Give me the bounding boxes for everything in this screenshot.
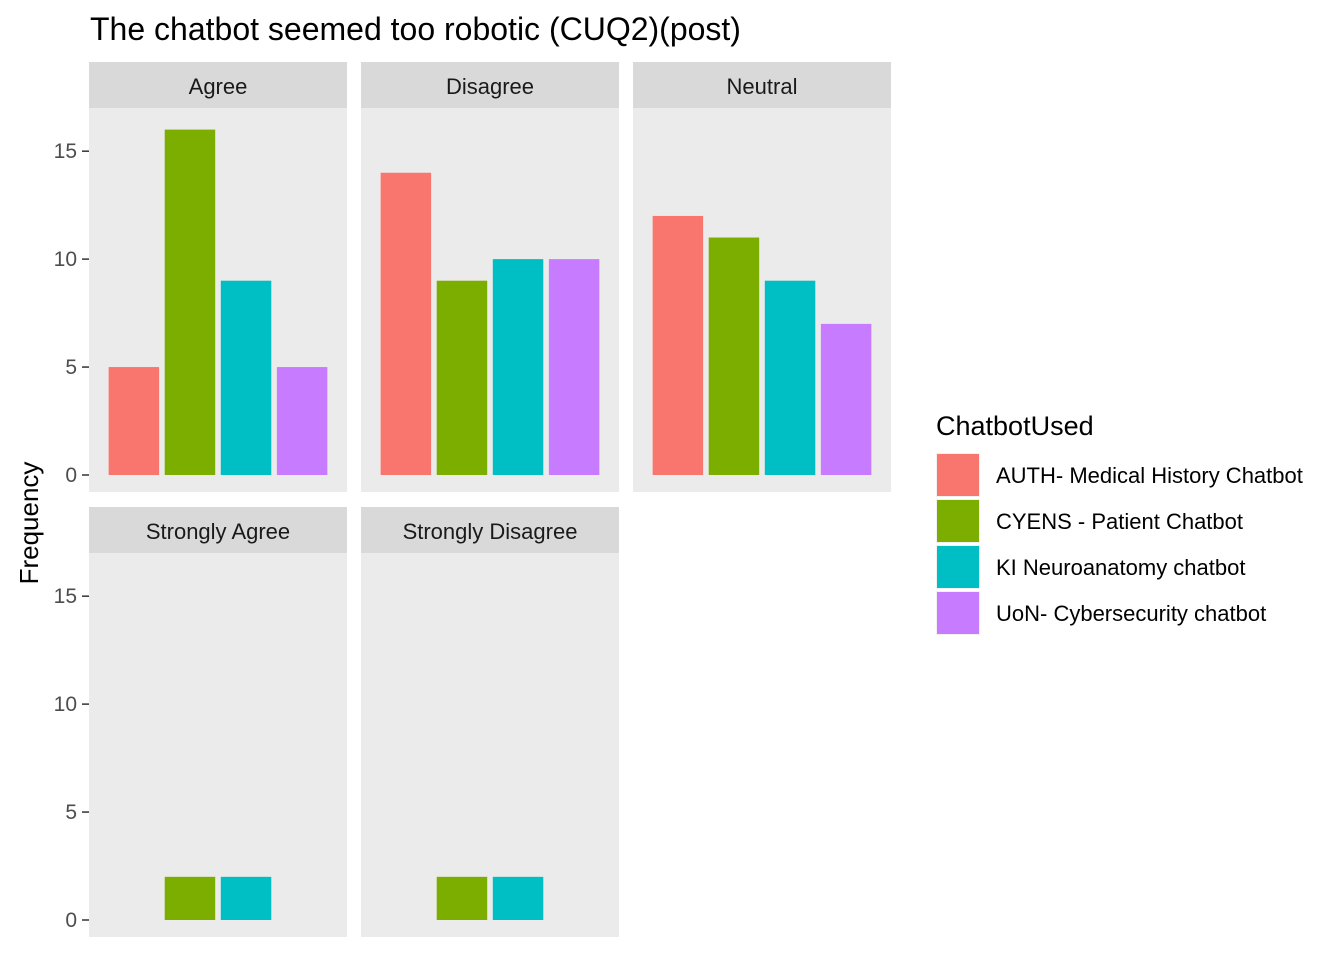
- y-tick-label: 5: [65, 356, 77, 379]
- y-tick-label: 0: [65, 464, 77, 487]
- legend-label: KI Neuroanatomy chatbot: [996, 555, 1245, 580]
- facet-panel-neutral: Neutral: [633, 62, 891, 492]
- bar-strongly-agree-series-3: [220, 876, 272, 920]
- strip-background: [89, 62, 347, 108]
- strip-label: Agree: [189, 74, 248, 99]
- bar-neutral-series-2: [708, 237, 760, 475]
- bar-neutral-series-1: [652, 215, 704, 476]
- bar-strongly-agree-series-2: [164, 876, 216, 920]
- y-tick-label: 10: [54, 248, 77, 271]
- bar-neutral-series-3: [764, 280, 816, 475]
- bar-agree-series-1: [108, 367, 160, 475]
- bar-agree-series-2: [164, 129, 216, 475]
- strip-background: [89, 507, 347, 553]
- legend-swatch: [937, 454, 979, 496]
- bar-disagree-series-4: [548, 259, 600, 475]
- bar-agree-series-4: [276, 367, 328, 475]
- legend-swatch: [937, 592, 979, 634]
- bar-neutral-series-4: [820, 323, 872, 475]
- facet-panel-strongly-agree: Strongly Agree 0 5 10 15: [54, 507, 347, 937]
- strip-background: [361, 507, 619, 553]
- strip-background: [361, 62, 619, 108]
- bar-disagree-series-3: [492, 259, 544, 475]
- facet-panels: Agree 0 5 10 15 Disagree Neutral Strongly Agree…: [54, 62, 891, 937]
- legend-label: CYENS - Patient Chatbot: [996, 509, 1243, 534]
- bar-strongly-disagree-series-2: [436, 876, 488, 920]
- y-tick-label: 15: [54, 585, 77, 608]
- panel-background: [89, 553, 347, 937]
- y-tick-label: 5: [65, 801, 77, 824]
- legend-items: AUTH- Medical History Chatbot CYENS - Pat…: [936, 453, 1303, 635]
- y-tick-label: 0: [65, 909, 77, 932]
- bar-strongly-disagree-series-3: [492, 876, 544, 920]
- legend: ChatbotUsed AUTH- Medical History Chatbo…: [936, 411, 1303, 635]
- legend-item-ki-neuroanatomy-chatbot: KI Neuroanatomy chatbot: [936, 545, 1245, 589]
- strip-background: [633, 62, 891, 108]
- chart-title: The chatbot seemed too robotic (CUQ2)(po…: [90, 11, 741, 47]
- strip-label: Strongly Agree: [146, 519, 290, 544]
- legend-item-cyens-patient-chatbot: CYENS - Patient Chatbot: [936, 499, 1243, 543]
- legend-swatch: [937, 500, 979, 542]
- legend-label: AUTH- Medical History Chatbot: [996, 463, 1303, 488]
- facet-panel-agree: Agree 0 5 10 15: [54, 62, 347, 492]
- strip-label: Strongly Disagree: [403, 519, 578, 544]
- panel-background: [361, 553, 619, 937]
- facet-panel-strongly-disagree: Strongly Disagree: [361, 507, 619, 937]
- legend-item-uon-cybersecurity-chatbot: UoN- Cybersecurity chatbot: [936, 591, 1266, 635]
- y-axis-title: Frequency: [14, 462, 44, 585]
- facet-panel-disagree: Disagree: [361, 62, 619, 492]
- legend-title: ChatbotUsed: [936, 411, 1094, 441]
- bar-agree-series-3: [220, 280, 272, 475]
- strip-label: Neutral: [727, 74, 798, 99]
- strip-label: Disagree: [446, 74, 534, 99]
- legend-item-auth-medical-history-chatbot: AUTH- Medical History Chatbot: [936, 453, 1303, 497]
- legend-label: UoN- Cybersecurity chatbot: [996, 601, 1266, 626]
- bar-disagree-series-1: [380, 172, 432, 475]
- legend-swatch: [937, 546, 979, 588]
- y-tick-label: 10: [54, 693, 77, 716]
- bar-disagree-series-2: [436, 280, 488, 475]
- y-tick-label: 15: [54, 140, 77, 163]
